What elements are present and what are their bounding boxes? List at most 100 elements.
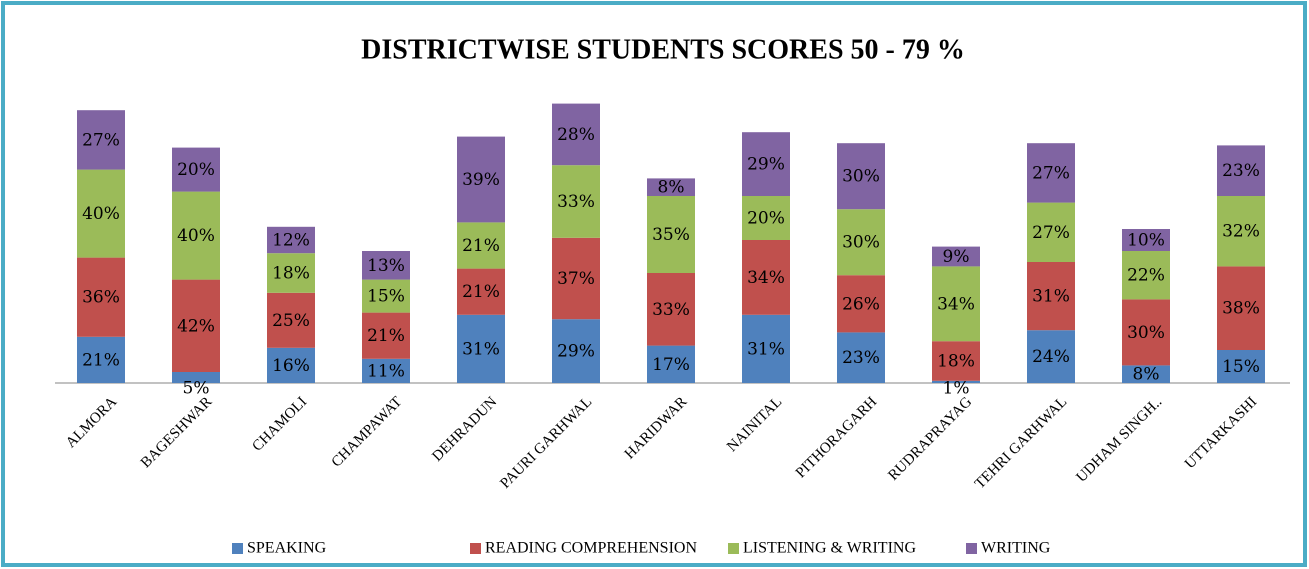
bar-segment [267,226,315,254]
bar-segment [552,319,600,383]
bar-segment [742,314,790,383]
bar-segment [647,178,695,196]
value-label: 16% [272,356,310,376]
bar-segment [172,191,220,280]
value-label: 20% [747,209,785,229]
value-label: 15% [1222,357,1260,377]
value-label: 38% [1222,299,1260,319]
bar-segment [172,147,220,192]
bar-segment [647,196,695,273]
bar-segment [1122,251,1170,300]
bar-segment [1027,262,1075,331]
bar-segment [362,279,410,313]
value-label: 39% [462,170,500,190]
legend-label: SPEAKING [247,540,327,557]
bar-segment [742,240,790,315]
bar-segment [362,251,410,280]
legend-label: WRITING [981,540,1051,557]
bar-segment [457,136,505,223]
value-label: 23% [1222,161,1260,181]
value-label: 8% [658,178,685,198]
value-label: 27% [1032,223,1070,243]
value-label: 21% [82,350,120,370]
bar-segment [77,110,125,170]
bar-segment [1027,330,1075,383]
legend-marker [728,543,739,554]
value-label: 20% [177,160,215,180]
value-label: 21% [462,282,500,302]
value-label: 18% [272,264,310,284]
value-label: 12% [272,231,310,251]
value-label: 8% [1133,365,1160,385]
bar-segment [267,292,315,348]
value-label: 30% [1127,323,1165,343]
value-label: 33% [652,300,690,320]
value-label: 18% [937,352,975,372]
value-label: 5% [183,379,210,399]
value-label: 25% [272,311,310,331]
value-label: 37% [557,269,595,289]
value-label: 23% [842,348,880,368]
value-label: 21% [367,326,405,346]
bar-segment [172,372,220,383]
bar-segment [837,209,885,276]
chart-title: DISTRICTWISE STUDENTS SCORES 50 - 79 % [361,34,965,65]
value-label: 30% [842,233,880,253]
value-label: 17% [652,355,690,375]
value-label: 34% [747,268,785,288]
bar-segment [837,275,885,333]
bar-segment [742,196,790,240]
bar-segment [362,358,410,383]
value-label: 26% [842,294,880,314]
bar-segment [552,237,600,320]
value-label: 28% [557,125,595,145]
bar-segment [552,165,600,238]
value-label: 24% [1032,347,1070,367]
value-label: 35% [652,225,690,245]
value-label: 27% [1032,163,1070,183]
bar-segment [932,341,980,381]
bar-segment [1122,299,1170,366]
value-label: 40% [177,226,215,246]
value-label: 9% [943,247,970,267]
bar-segment [77,336,125,383]
bar-segment [932,246,980,267]
value-label: 42% [177,316,215,336]
bar-segment [1217,266,1265,350]
value-label: 32% [1222,222,1260,242]
bar-segment [932,380,980,383]
legend-label: LISTENING & WRITING [743,540,916,557]
value-label: 29% [747,155,785,175]
value-label: 31% [747,339,785,359]
bar-segment [172,279,220,372]
bar-segment [1122,365,1170,383]
legend-marker [232,543,243,554]
value-label: 36% [82,288,120,308]
value-label: 1% [943,379,970,399]
legend-marker [470,543,481,554]
value-label: 11% [367,361,405,381]
value-label: 22% [1127,266,1165,286]
bar-segment [837,332,885,383]
value-label: 21% [462,236,500,256]
bar-segment [552,103,600,166]
bar-segment [742,132,790,196]
value-label: 34% [937,294,975,314]
value-label: 13% [367,256,405,276]
bar-segment [1217,145,1265,196]
bar-segment [1217,196,1265,267]
legend-marker [966,543,977,554]
value-label: 15% [367,287,405,307]
value-label: 29% [557,342,595,362]
value-label: 33% [557,192,595,212]
value-label: 30% [842,167,880,187]
value-label: 31% [1032,287,1070,307]
bar-segment [457,314,505,383]
bar-segment [647,345,695,383]
bar-segment [457,222,505,269]
bar-segment [647,273,695,346]
bar-segment [1217,350,1265,383]
bar-segment [267,347,315,383]
value-label: 10% [1127,231,1165,251]
